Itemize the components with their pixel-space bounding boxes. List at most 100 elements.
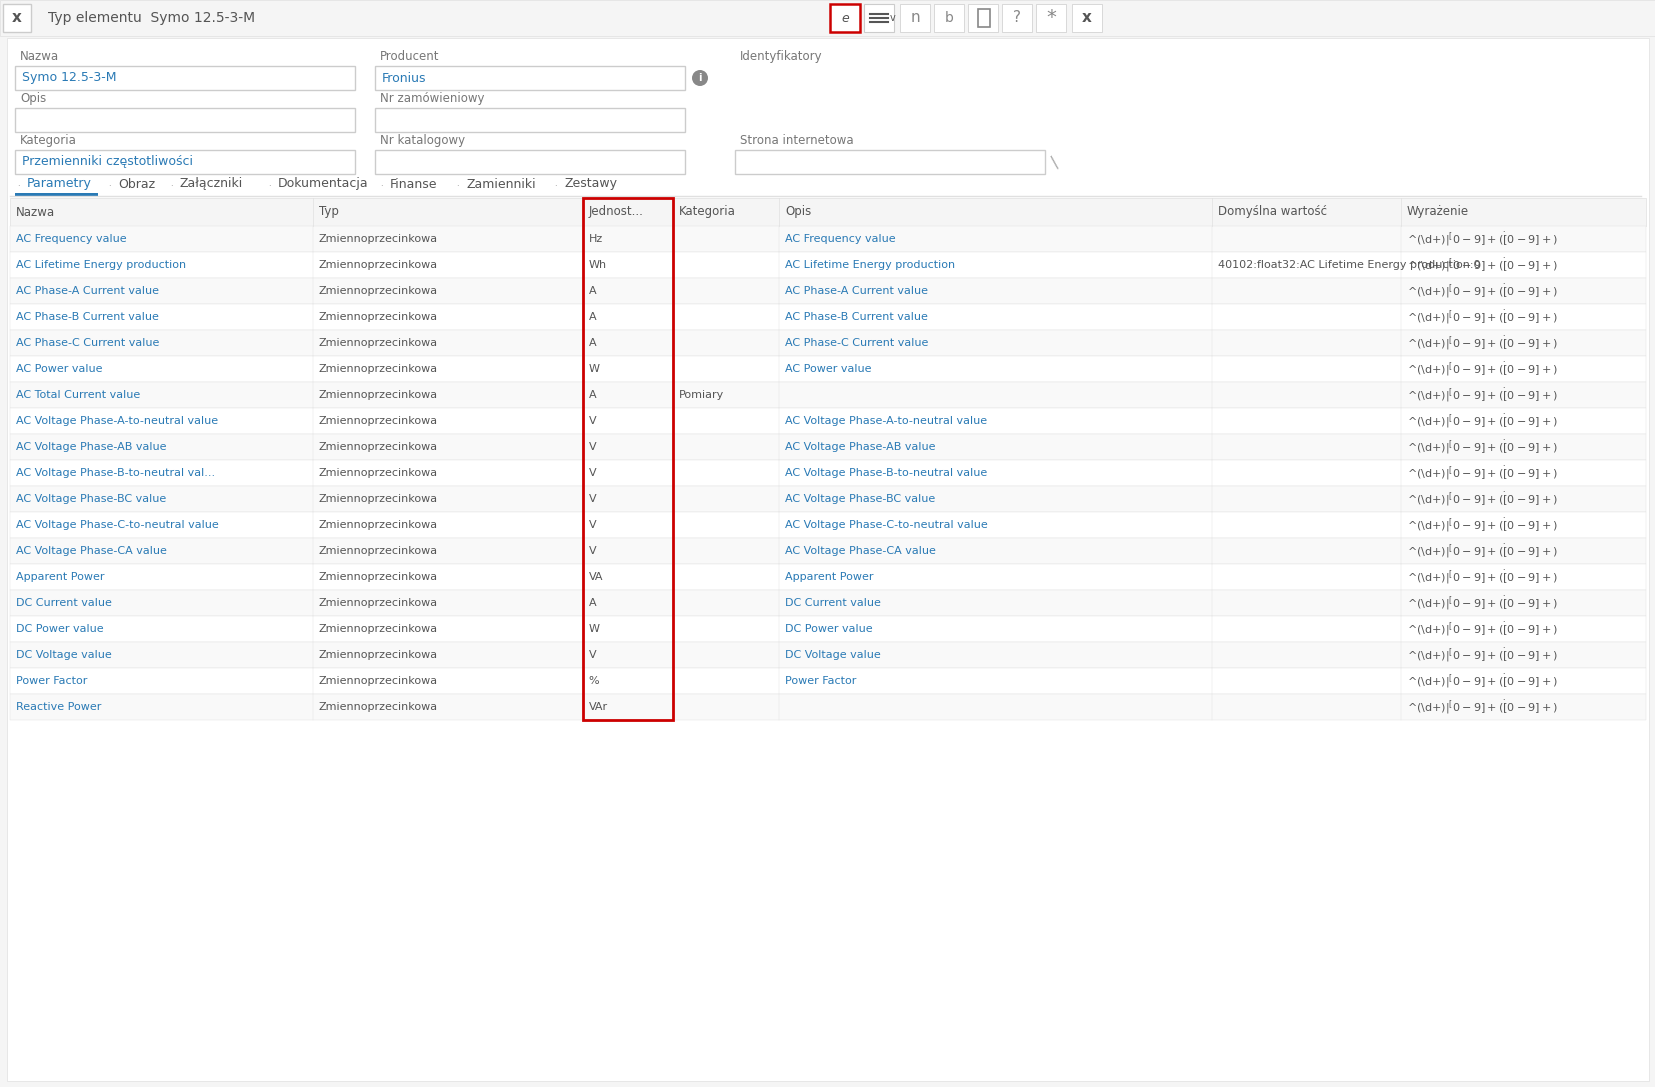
Bar bbox=[10, 486, 1645, 512]
Text: AC Phase-B Current value: AC Phase-B Current value bbox=[784, 312, 927, 322]
Text: ^(\d+)$|^[0-9]+(\.[0-9]+)$: ^(\d+)$|^[0-9]+(\.[0-9]+)$ bbox=[1405, 647, 1557, 664]
Text: ^(\d+)$|^[0-9]+(\.[0-9]+)$: ^(\d+)$|^[0-9]+(\.[0-9]+)$ bbox=[1405, 386, 1557, 403]
Text: Pomiary: Pomiary bbox=[679, 390, 723, 400]
Text: Wh: Wh bbox=[588, 260, 606, 270]
Text: ^(\d+)$|^[0-9]+(\.[0-9]+)$: ^(\d+)$|^[0-9]+(\.[0-9]+)$ bbox=[1405, 569, 1557, 586]
Text: v: v bbox=[890, 13, 895, 23]
Text: AC Power value: AC Power value bbox=[17, 364, 103, 374]
Text: Typ: Typ bbox=[318, 205, 338, 218]
Text: AC Voltage Phase-B-to-neutral val...: AC Voltage Phase-B-to-neutral val... bbox=[17, 468, 215, 478]
Text: DC Voltage value: DC Voltage value bbox=[784, 650, 880, 660]
Bar bbox=[978, 9, 990, 27]
Bar bbox=[10, 226, 1645, 252]
Bar bbox=[968, 4, 998, 32]
Bar bbox=[933, 4, 963, 32]
Text: Typ elementu  Symo 12.5-3-M: Typ elementu Symo 12.5-3-M bbox=[48, 11, 255, 25]
Text: AC Total Current value: AC Total Current value bbox=[17, 390, 141, 400]
Text: Fronius: Fronius bbox=[382, 72, 427, 85]
Text: Nazwa: Nazwa bbox=[17, 205, 55, 218]
Bar bbox=[10, 278, 1645, 304]
Text: VAr: VAr bbox=[588, 702, 607, 712]
Text: Zmiennoprzecinkowa: Zmiennoprzecinkowa bbox=[318, 234, 437, 243]
Text: AC Voltage Phase-BC value: AC Voltage Phase-BC value bbox=[17, 493, 166, 504]
Text: AC Voltage Phase-CA value: AC Voltage Phase-CA value bbox=[17, 546, 167, 555]
Text: .: . bbox=[108, 179, 111, 188]
Text: DC Power value: DC Power value bbox=[784, 624, 872, 634]
Text: x: x bbox=[1081, 11, 1091, 25]
Text: AC Voltage Phase-BC value: AC Voltage Phase-BC value bbox=[784, 493, 935, 504]
Text: Nr katalogowy: Nr katalogowy bbox=[379, 134, 465, 147]
Text: Identyfikatory: Identyfikatory bbox=[740, 50, 823, 63]
Text: Apparent Power: Apparent Power bbox=[17, 572, 104, 582]
Text: Symo 12.5-3-M: Symo 12.5-3-M bbox=[22, 72, 116, 85]
Text: ^(\d+)$|^[0-9]+(\.[0-9]+)$: ^(\d+)$|^[0-9]+(\.[0-9]+)$ bbox=[1405, 438, 1557, 455]
Text: Wyrażenie: Wyrażenie bbox=[1405, 205, 1468, 218]
Text: ^(\d+)$|^[0-9]+(\.[0-9]+)$: ^(\d+)$|^[0-9]+(\.[0-9]+)$ bbox=[1405, 464, 1557, 482]
Text: AC Voltage Phase-AB value: AC Voltage Phase-AB value bbox=[17, 442, 167, 452]
Text: .: . bbox=[554, 179, 556, 188]
Bar bbox=[15, 108, 354, 132]
Text: DC Voltage value: DC Voltage value bbox=[17, 650, 111, 660]
Text: Zmiennoprzecinkowa: Zmiennoprzecinkowa bbox=[318, 442, 437, 452]
Text: Zmiennoprzecinkowa: Zmiennoprzecinkowa bbox=[318, 650, 437, 660]
Bar bbox=[10, 408, 1645, 434]
Text: Zmiennoprzecinkowa: Zmiennoprzecinkowa bbox=[318, 624, 437, 634]
Text: Zmiennoprzecinkowa: Zmiennoprzecinkowa bbox=[318, 312, 437, 322]
Text: n: n bbox=[910, 11, 919, 25]
Text: ^(\d+)$|^[0-9]+(\.[0-9]+)$: ^(\d+)$|^[0-9]+(\.[0-9]+)$ bbox=[1405, 335, 1557, 352]
Text: Opis: Opis bbox=[784, 205, 811, 218]
Circle shape bbox=[692, 70, 708, 86]
Text: AC Phase-B Current value: AC Phase-B Current value bbox=[17, 312, 159, 322]
Text: Zmiennoprzecinkowa: Zmiennoprzecinkowa bbox=[318, 702, 437, 712]
Text: Zamienniki: Zamienniki bbox=[467, 177, 536, 190]
Text: Power Factor: Power Factor bbox=[784, 676, 856, 686]
Text: V: V bbox=[588, 520, 596, 530]
Text: ^(\d+)$|^[0-9]+(\.[0-9]+)$: ^(\d+)$|^[0-9]+(\.[0-9]+)$ bbox=[1405, 361, 1557, 377]
Text: Apparent Power: Apparent Power bbox=[784, 572, 872, 582]
Bar bbox=[735, 150, 1044, 174]
Bar bbox=[10, 357, 1645, 382]
Text: Producent: Producent bbox=[379, 50, 439, 63]
Text: Parametry: Parametry bbox=[26, 177, 91, 190]
Text: ^(\d+)$|^[0-9]+(\.[0-9]+)$: ^(\d+)$|^[0-9]+(\.[0-9]+)$ bbox=[1405, 595, 1557, 612]
Text: A: A bbox=[588, 598, 596, 608]
Bar bbox=[10, 512, 1645, 538]
Text: ^(\d+)$|^[0-9]+(\.[0-9]+)$: ^(\d+)$|^[0-9]+(\.[0-9]+)$ bbox=[1405, 516, 1557, 534]
Text: A: A bbox=[588, 338, 596, 348]
Text: Kategoria: Kategoria bbox=[20, 134, 76, 147]
Bar bbox=[10, 252, 1645, 278]
Text: Kategoria: Kategoria bbox=[679, 205, 735, 218]
Text: Zestawy: Zestawy bbox=[564, 177, 617, 190]
Bar bbox=[10, 694, 1645, 720]
Text: AC Phase-C Current value: AC Phase-C Current value bbox=[784, 338, 928, 348]
Text: Zmiennoprzecinkowa: Zmiennoprzecinkowa bbox=[318, 546, 437, 555]
Text: Finanse: Finanse bbox=[391, 177, 437, 190]
Text: V: V bbox=[588, 546, 596, 555]
Text: A: A bbox=[588, 286, 596, 296]
Bar bbox=[10, 304, 1645, 330]
Bar bbox=[15, 66, 354, 90]
Text: AC Power value: AC Power value bbox=[784, 364, 871, 374]
Text: AC Voltage Phase-CA value: AC Voltage Phase-CA value bbox=[784, 546, 935, 555]
Text: AC Lifetime Energy production: AC Lifetime Energy production bbox=[17, 260, 185, 270]
Bar bbox=[10, 330, 1645, 357]
Text: i: i bbox=[698, 73, 702, 83]
Text: Zmiennoprzecinkowa: Zmiennoprzecinkowa bbox=[318, 260, 437, 270]
Text: .: . bbox=[381, 179, 382, 188]
Text: Strona internetowa: Strona internetowa bbox=[740, 134, 852, 147]
Bar bbox=[899, 4, 930, 32]
Text: Zmiennoprzecinkowa: Zmiennoprzecinkowa bbox=[318, 572, 437, 582]
Text: DC Power value: DC Power value bbox=[17, 624, 104, 634]
Bar bbox=[1036, 4, 1066, 32]
Text: Jednost...: Jednost... bbox=[588, 205, 644, 218]
Text: %: % bbox=[588, 676, 599, 686]
Text: Zmiennoprzecinkowa: Zmiennoprzecinkowa bbox=[318, 364, 437, 374]
Text: AC Frequency value: AC Frequency value bbox=[784, 234, 895, 243]
Bar bbox=[0, 0, 1655, 36]
Text: Zmiennoprzecinkowa: Zmiennoprzecinkowa bbox=[318, 676, 437, 686]
Text: Przemienniki częstotliwości: Przemienniki częstotliwości bbox=[22, 155, 194, 168]
Text: Power Factor: Power Factor bbox=[17, 676, 88, 686]
Text: AC Voltage Phase-A-to-neutral value: AC Voltage Phase-A-to-neutral value bbox=[17, 416, 218, 426]
Text: Nr zamówieniowy: Nr zamówieniowy bbox=[379, 92, 485, 105]
Bar bbox=[10, 590, 1645, 616]
